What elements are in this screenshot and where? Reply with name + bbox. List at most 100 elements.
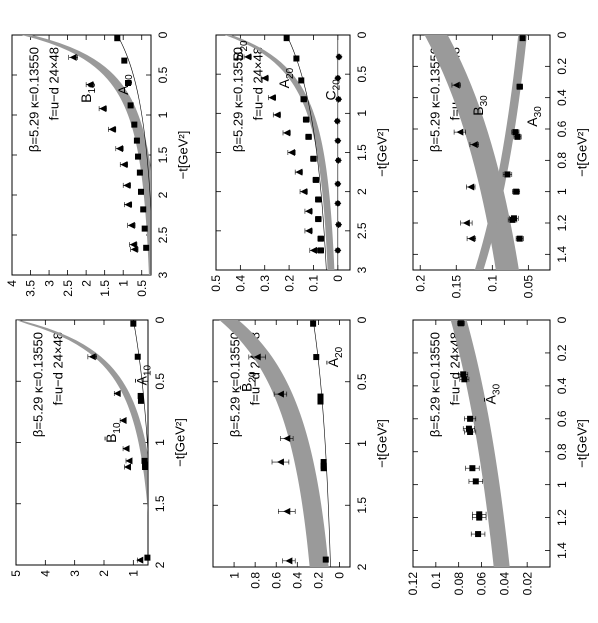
data-point-triangle xyxy=(268,94,276,102)
annotation-line: f=u−d 24×48 xyxy=(47,47,62,120)
annotation-line: f=u−d 24×48 xyxy=(251,47,266,120)
data-point-square xyxy=(140,206,147,213)
data-point-triangle xyxy=(283,129,291,137)
x-tick-label: 0.5 xyxy=(156,66,170,83)
panel-p3: 0 0.5 1 1.5 2 2.5 3 0 0.1 0.2 0.3 0.4 0.5 −t[GeV²] β=5… xyxy=(209,31,389,291)
y-tick-label: 0.2 xyxy=(413,275,427,292)
curve-label-main: B xyxy=(230,52,246,61)
data-point-square xyxy=(322,556,329,563)
data-point-square xyxy=(467,415,474,422)
data-point-square xyxy=(476,514,483,521)
panel-p6: 0 0.2 0.4 0.6 0.8 1 1.2 1.4 0.02 0.04 0.06 0.08 0.1 0… xyxy=(406,316,589,595)
data-point-square xyxy=(137,392,144,399)
curve-label: A20 xyxy=(276,67,296,88)
data-point-square xyxy=(114,35,121,42)
x-tick-label: 0 xyxy=(355,31,369,38)
curve-label: C20 xyxy=(322,79,342,101)
data-point-triangle xyxy=(244,53,252,61)
y-tick-label: 0.8 xyxy=(248,572,262,589)
data-point-square xyxy=(134,353,141,360)
x-tick-label: 0 xyxy=(355,316,369,323)
data-point-square xyxy=(476,511,483,518)
data-point-square xyxy=(133,137,140,144)
data-point-square xyxy=(317,398,324,405)
annotation-line: β=5.29 κ=0.13550 xyxy=(428,332,443,437)
x-tick-label: 2 xyxy=(355,188,369,195)
data-point-square xyxy=(460,371,467,378)
data-point-triangle xyxy=(467,183,475,191)
error-band xyxy=(450,320,510,567)
x-axis-label: −t[GeV²] xyxy=(173,418,188,467)
x-tick-label: 2 xyxy=(153,561,167,568)
y-tick-label: 0.5 xyxy=(209,275,223,292)
x-tick-label: 0.2 xyxy=(555,344,569,361)
data-point-triangle xyxy=(295,168,303,176)
data-point-square xyxy=(317,393,324,400)
data-point-square xyxy=(457,320,464,327)
data-point-square xyxy=(305,133,312,140)
data-point-triangle xyxy=(253,353,261,361)
data-point-square xyxy=(313,354,320,361)
x-axis-label: −t[GeV²] xyxy=(575,419,590,468)
fit-line xyxy=(133,319,149,565)
x-tick-label: 0.6 xyxy=(555,120,569,137)
fit-line xyxy=(286,34,327,271)
y-tick-label: 0.4 xyxy=(291,572,305,589)
x-tick-label: 1 xyxy=(355,440,369,447)
data-point-square xyxy=(144,554,151,561)
curve-label-sub: 30 xyxy=(533,106,544,118)
curve-label: Ā10 xyxy=(133,364,153,385)
data-point-square xyxy=(504,171,511,178)
curve-label: A30 xyxy=(524,106,544,127)
data-point-square xyxy=(513,188,520,195)
x-tick-label: 0.4 xyxy=(555,89,569,106)
data-point-square xyxy=(315,216,322,223)
y-tick-label: 3.5 xyxy=(24,280,38,297)
data-point-square xyxy=(509,216,516,223)
data-point-triangle xyxy=(456,128,464,136)
x-tick-label: 0.5 xyxy=(153,373,167,390)
x-tick-label: 1 xyxy=(555,481,569,488)
x-tick-label: 3 xyxy=(355,266,369,273)
annotation-line: β=5.29 κ=0.13550 xyxy=(27,47,42,152)
curve-label-sub: 20 xyxy=(334,346,345,358)
data-point-diamond xyxy=(334,156,342,164)
data-point-diamond xyxy=(333,117,341,125)
data-point-square xyxy=(137,397,144,404)
data-point-square xyxy=(135,153,142,160)
data-point-square xyxy=(467,428,474,435)
x-tick-label: 1 xyxy=(555,188,569,195)
data-point-square xyxy=(519,35,526,42)
data-point-square xyxy=(310,320,317,327)
data-point-square xyxy=(320,459,327,466)
data-point-triangle xyxy=(122,445,130,453)
data-point-triangle xyxy=(113,390,121,397)
y-tick-label: 0.08 xyxy=(452,572,466,596)
data-point-triangle xyxy=(470,141,478,149)
y-tick-label: 0.6 xyxy=(269,572,283,589)
y-tick-label: 4 xyxy=(39,570,53,577)
data-point-square xyxy=(310,155,317,162)
annotation-line: β=5.29 κ=0.13550 xyxy=(228,332,243,437)
data-point-triangle xyxy=(125,457,133,465)
x-tick-label: 0.8 xyxy=(555,152,569,169)
data-point-triangle xyxy=(309,246,317,254)
data-point-square xyxy=(469,465,476,472)
x-tick-label: 0 xyxy=(153,316,167,323)
x-axis-label: −t[GeV²] xyxy=(375,128,390,177)
panel-p2: 0 0.5 1 1.5 2 1 2 3 4 5 −t[GeV²] β=5.29 κ=0.13550 f=… xyxy=(9,316,187,576)
data-point-diamond xyxy=(335,221,343,229)
data-point-square xyxy=(315,196,322,203)
y-tick-label: 1 xyxy=(227,572,241,579)
data-point-square xyxy=(137,188,144,195)
data-point-square xyxy=(475,531,482,538)
data-point-square xyxy=(465,425,472,432)
data-point-square xyxy=(141,225,148,232)
curve-label: B20 xyxy=(230,40,250,61)
data-point-square xyxy=(121,57,128,64)
data-point-triangle xyxy=(130,245,138,253)
data-point-triangle xyxy=(276,390,284,398)
fit-line xyxy=(312,319,331,568)
data-point-triangle xyxy=(285,557,293,565)
